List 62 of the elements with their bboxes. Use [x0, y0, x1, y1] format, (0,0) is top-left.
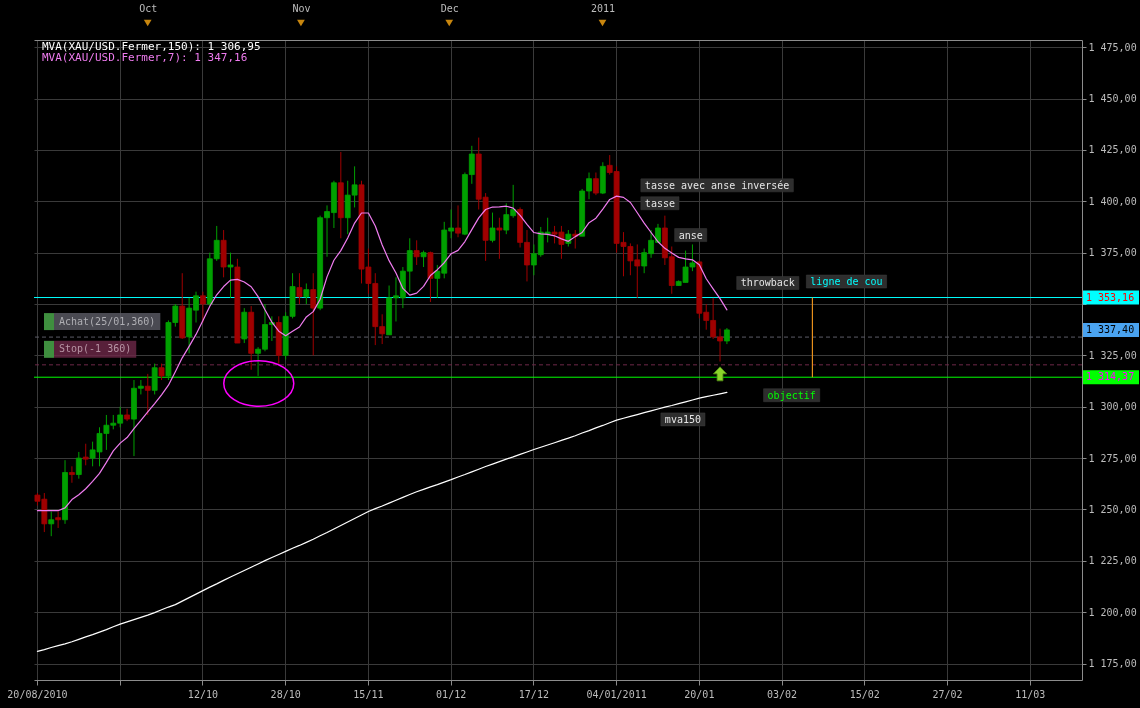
x-tick-label: 04/01/2011 [586, 688, 647, 700]
candlestick [593, 172, 599, 196]
candlestick [75, 451, 82, 480]
candlestick [227, 252, 234, 299]
y-tick-label: 1 450,00 [1088, 93, 1137, 105]
candlestick [200, 291, 206, 323]
candlestick [413, 239, 420, 266]
text: MVA(XAU/USD.Fermer,150): 1 306,95 [42, 40, 261, 53]
candlestick [144, 373, 151, 416]
x-tick-label: 17/12 [518, 688, 549, 700]
line-series [36, 195, 728, 512]
y-tick-label: 1 200,00 [1088, 606, 1137, 618]
y-tick-label: 1 400,00 [1088, 195, 1137, 207]
candlestick [296, 272, 303, 305]
x-tick-label: 20/08/2010 [7, 688, 68, 700]
annotation: ligne de cou [810, 276, 883, 288]
y-tick-label: 1 275,00 [1088, 452, 1137, 464]
candlestick [151, 363, 158, 395]
annotation: objectif [767, 389, 816, 401]
candlestick [124, 408, 130, 422]
x-tick-label: 01/12 [436, 688, 467, 700]
x-tick-label: 27/02 [932, 688, 963, 700]
y-tick-label: 1 250,00 [1088, 503, 1137, 515]
candlestick [489, 212, 496, 243]
y-tick-label: 1 300,00 [1088, 401, 1137, 413]
candlestick [303, 282, 310, 305]
x2-tick-label: Dec [440, 2, 459, 14]
x-tick-label: 15/02 [849, 688, 880, 700]
line-series [36, 391, 728, 653]
annotation: tasse avec anse inversée [644, 179, 790, 191]
ref-line-label: Achat(25/01,360) [59, 315, 156, 327]
ref-line-label: 1 353,16 [1086, 291, 1135, 303]
ref-line-label: 1 314,37 [1086, 371, 1135, 383]
candlestick [82, 443, 89, 466]
text: 1 337,40 [1086, 323, 1135, 335]
y-tick-label: 1 375,00 [1088, 247, 1137, 259]
y-tick-label: 1 425,00 [1088, 144, 1137, 156]
x2-tick-label: Nov [292, 2, 311, 14]
annotation: mva150 [664, 413, 701, 425]
x-tick-label: 28/10 [270, 688, 301, 700]
candlestick [69, 465, 75, 484]
ref-line-label: Stop(-1 360) [59, 343, 132, 355]
text: MVA(XAU/USD.Fermer,7): 1 347,16 [42, 51, 248, 64]
y-tick-label: 1 475,00 [1088, 41, 1137, 53]
x-tick-label: 12/10 [187, 688, 218, 700]
candlestick [455, 204, 461, 238]
candlestick [48, 511, 55, 537]
y-tick-label: 1 175,00 [1088, 658, 1137, 670]
y-tick-label: 1 325,00 [1088, 349, 1137, 361]
x2-tick-label: 2011 [590, 2, 616, 14]
candlestick [496, 217, 503, 260]
y-tick-label: 1 225,00 [1088, 555, 1137, 567]
x-tick-label: 03/02 [767, 688, 798, 700]
x2-tick-label: Oct [139, 2, 158, 14]
candlestick [55, 511, 62, 529]
annotation: throwback [740, 277, 795, 289]
candlestick [310, 272, 317, 356]
annotation: tasse [644, 197, 675, 209]
annotation: anse [678, 229, 703, 241]
x-tick-label: 11/03 [1015, 688, 1046, 700]
x-tick-label: 15/11 [353, 688, 384, 700]
x-tick-label: 20/01 [684, 688, 715, 700]
